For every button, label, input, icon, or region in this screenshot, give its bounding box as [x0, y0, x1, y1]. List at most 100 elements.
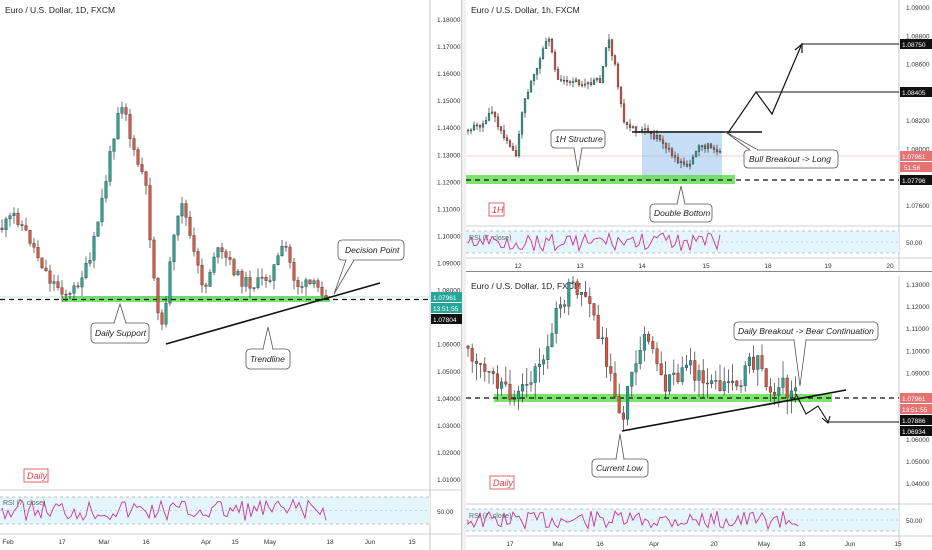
- structure-label: 1H Structure: [555, 134, 603, 144]
- candle: [647, 333, 651, 342]
- x-tick-label: 18: [326, 539, 334, 546]
- x-tick-label: 14: [638, 263, 646, 270]
- candle: [621, 412, 625, 420]
- candle: [487, 371, 491, 373]
- candle: [601, 66, 605, 83]
- candle: [292, 262, 296, 281]
- candle: [700, 145, 704, 147]
- candle: [659, 363, 663, 376]
- trendline: [165, 282, 381, 345]
- candle: [16, 212, 20, 225]
- candle: [112, 138, 116, 152]
- candle: [24, 225, 28, 231]
- candle: [470, 348, 474, 362]
- candle: [280, 246, 284, 256]
- candle: [529, 382, 533, 385]
- candle: [472, 124, 476, 131]
- candle: [526, 92, 530, 99]
- candle: [613, 55, 617, 65]
- candle: [694, 151, 698, 158]
- candle: [52, 281, 56, 284]
- x-tick-label: 19: [824, 263, 832, 270]
- y-tick-label: 1.18000: [437, 17, 461, 24]
- candle: [546, 346, 550, 360]
- x-tick-label: Apr: [201, 539, 212, 546]
- candle: [712, 147, 716, 150]
- timeframe-label: Daily: [27, 471, 48, 481]
- candle: [747, 356, 751, 366]
- x-tick-label: 16: [142, 539, 150, 546]
- candle: [565, 79, 569, 83]
- candle: [532, 74, 536, 82]
- candles: [0, 101, 328, 331]
- candle: [68, 293, 72, 295]
- candle: [559, 79, 563, 81]
- candle: [705, 382, 709, 385]
- candle: [706, 143, 710, 149]
- candle: [92, 236, 96, 261]
- candle: [236, 270, 240, 276]
- y-tick-label: 1.05000: [906, 459, 930, 466]
- rsi-value: 50.00: [437, 509, 454, 516]
- candle: [88, 260, 92, 264]
- candle: [577, 79, 581, 85]
- candle: [172, 234, 176, 262]
- candle: [544, 41, 548, 50]
- breakout-callout: Daily Breakout -> Bear Continuation: [733, 321, 879, 387]
- timeframe-badge: 1H: [488, 202, 505, 217]
- y-tick-label: 1.08800: [906, 33, 930, 40]
- candle: [529, 80, 533, 93]
- level-tag: 1.07804: [433, 317, 457, 324]
- candle: [268, 280, 272, 282]
- candle: [580, 84, 584, 86]
- y-tick-label: 1.13000: [906, 282, 930, 289]
- x-tick-label: 17: [506, 541, 514, 548]
- candle: [592, 79, 596, 85]
- candle: [550, 333, 554, 347]
- y-tick-label: 1.16000: [437, 71, 461, 78]
- candle: [579, 291, 583, 295]
- candle: [768, 386, 772, 393]
- candle: [156, 277, 160, 314]
- candle: [116, 113, 120, 140]
- candle: [466, 129, 470, 132]
- candle: [228, 257, 232, 260]
- y-tick-label: 1.08000: [906, 146, 930, 153]
- candle: [726, 381, 730, 384]
- candle: [160, 312, 164, 325]
- current-low-callout: Current Low: [591, 433, 649, 478]
- breakout-label: Daily Breakout -> Bear Continuation: [738, 326, 874, 336]
- candle: [120, 107, 124, 114]
- panel-divider: [462, 0, 466, 550]
- candle: [554, 308, 558, 334]
- y-tick-label: 1.08200: [906, 118, 930, 125]
- y-tick-label: 1.02000: [437, 450, 461, 457]
- candle: [533, 366, 537, 383]
- y-tick-label: 1.04000: [906, 481, 930, 488]
- candle: [693, 360, 697, 381]
- candle: [505, 137, 509, 141]
- candle: [296, 280, 300, 287]
- timeframe-label: 1H: [492, 205, 504, 215]
- candle: [196, 251, 200, 266]
- candle: [308, 279, 312, 285]
- candle: [48, 270, 52, 284]
- candle: [490, 111, 494, 114]
- y-axis: 1.18000 1.17000 1.16000 1.15000 1.14000 1.130…: [437, 17, 461, 484]
- y-tick-label: 1.03000: [437, 423, 461, 430]
- candle: [284, 246, 288, 248]
- candle: [604, 47, 608, 67]
- candle: [466, 345, 470, 349]
- candle: [496, 116, 500, 127]
- candle: [478, 125, 482, 128]
- candle: [605, 337, 609, 367]
- last-price-tag: 1.07961: [433, 295, 457, 302]
- trendline-callout: Trendline: [245, 326, 291, 370]
- candle: [685, 163, 689, 167]
- candle: [595, 78, 599, 81]
- breakout-callout: Bull Breakout -> Long: [723, 130, 839, 169]
- candle: [495, 373, 499, 389]
- candle: [562, 79, 566, 82]
- y-tick-label: 1.17000: [437, 44, 461, 51]
- rsi-value: 50.00: [906, 518, 923, 525]
